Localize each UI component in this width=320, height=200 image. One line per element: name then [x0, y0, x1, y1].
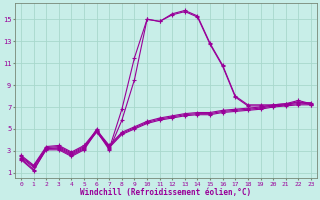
X-axis label: Windchill (Refroidissement éolien,°C): Windchill (Refroidissement éolien,°C) — [80, 188, 252, 197]
